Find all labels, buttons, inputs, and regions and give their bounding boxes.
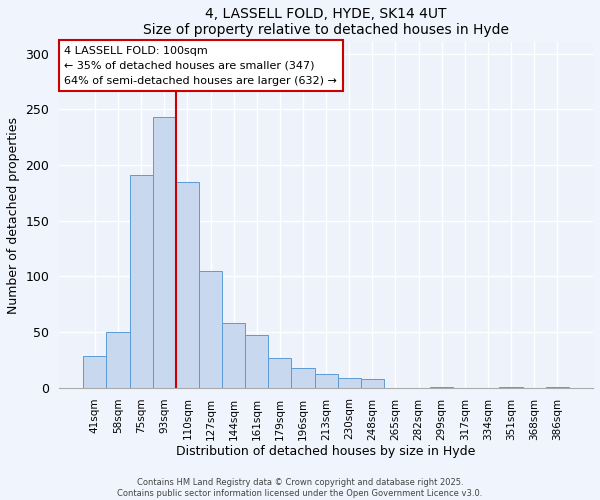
Bar (83, 356, 106, 388)
X-axis label: Distribution of detached houses by size in Hyde: Distribution of detached houses by size … (176, 445, 476, 458)
Bar (199, 270, 222, 388)
Text: Contains HM Land Registry data © Crown copyright and database right 2025.
Contai: Contains HM Land Registry data © Crown c… (118, 478, 482, 498)
Bar (430, 386, 453, 388)
Bar (153, 117, 176, 388)
Bar (545, 386, 569, 388)
Bar (106, 332, 130, 388)
Bar (499, 386, 523, 388)
Bar (268, 358, 292, 388)
Bar (292, 368, 314, 388)
Bar (314, 374, 338, 388)
Y-axis label: Number of detached properties: Number of detached properties (7, 116, 20, 314)
Bar (222, 323, 245, 388)
Bar (245, 336, 268, 388)
Title: 4, LASSELL FOLD, HYDE, SK14 4UT
Size of property relative to detached houses in : 4, LASSELL FOLD, HYDE, SK14 4UT Size of … (143, 7, 509, 37)
Text: 4 LASSELL FOLD: 100sqm
← 35% of detached houses are smaller (347)
64% of semi-de: 4 LASSELL FOLD: 100sqm ← 35% of detached… (64, 46, 337, 86)
Bar (176, 182, 199, 388)
Bar (361, 378, 384, 388)
Bar (130, 175, 153, 388)
Bar (338, 378, 361, 388)
